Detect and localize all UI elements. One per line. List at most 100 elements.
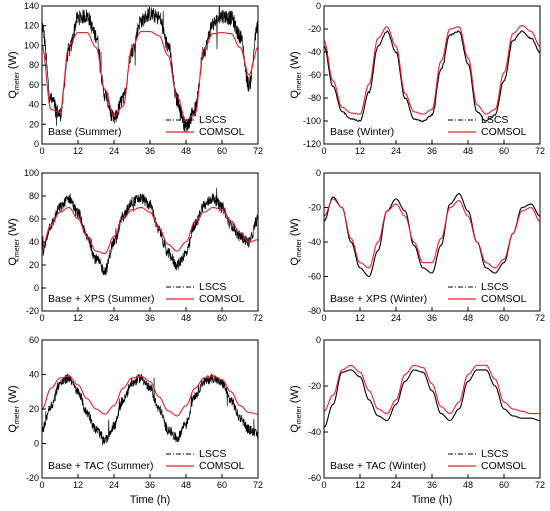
x-tick-label: 36 <box>145 313 155 323</box>
series-lscs-line <box>42 187 258 276</box>
legend-comsol-label: COMSOL <box>481 126 527 138</box>
y-tick-label: 0 <box>316 1 321 11</box>
legend-comsol-label: COMSOL <box>481 293 527 305</box>
x-tick-label: 60 <box>217 480 227 490</box>
y-tick-label: 60 <box>29 214 39 224</box>
y-tick-label: 0 <box>316 168 321 178</box>
y-tick-label: -20 <box>308 203 321 213</box>
legend-comsol-label: COMSOL <box>199 126 245 138</box>
x-tick-label: 12 <box>73 313 83 323</box>
x-tick-label: 36 <box>427 313 437 323</box>
y-tick-label: 0 <box>316 335 321 345</box>
x-tick-label: 60 <box>499 146 509 156</box>
series-comsol-line <box>324 25 540 115</box>
y-tick-label: 20 <box>29 119 39 129</box>
panel-caption: Base + TAC (Winter) <box>330 460 426 472</box>
x-tick-label: 60 <box>499 313 509 323</box>
y-tick-label: -80 <box>308 93 321 103</box>
x-tick-label: 48 <box>463 313 473 323</box>
y-tick-label: 140 <box>24 1 39 11</box>
series-comsol-line <box>42 206 258 255</box>
legend-comsol-label: COMSOL <box>199 293 245 305</box>
panel-caption: Base + XPS (Summer) <box>48 293 155 305</box>
x-tick-label: 60 <box>499 480 509 490</box>
y-tick-label: 40 <box>29 370 39 380</box>
y-tick-label: -40 <box>308 427 321 437</box>
y-tick-label: 120 <box>24 21 39 31</box>
y-tick-label: -60 <box>308 70 321 80</box>
x-tick-label: 48 <box>181 313 191 323</box>
legend-comsol-label: COMSOL <box>199 460 245 472</box>
x-tick-label: 60 <box>217 146 227 156</box>
x-tick-label: 72 <box>535 146 545 156</box>
legend-lscs-label: LSCS <box>199 114 226 126</box>
x-tick-label: 12 <box>355 313 365 323</box>
y-tick-label: 20 <box>29 404 39 414</box>
x-tick-label: 12 <box>73 146 83 156</box>
x-tick-label: 48 <box>181 480 191 490</box>
y-axis-label: Qmeter (W) <box>289 218 303 265</box>
x-tick-label: 60 <box>217 313 227 323</box>
x-tick-label: 0 <box>321 480 326 490</box>
y-tick-label: 0 <box>34 139 39 149</box>
series-comsol-line <box>324 364 540 415</box>
y-tick-label: -20 <box>308 24 321 34</box>
y-tick-label: 60 <box>29 335 39 345</box>
panel-2: -120 -100 -80 -60 -40 -20 0 0 12 24 36 48 60 72 Qmeter… <box>289 1 545 156</box>
legend-lscs-label: LSCS <box>199 281 226 293</box>
y-axis-label: Qmeter (W) <box>7 218 21 265</box>
y-tick-label: 100 <box>24 168 39 178</box>
x-tick-label: 24 <box>109 313 119 323</box>
x-tick-label: 48 <box>463 146 473 156</box>
x-tick-label: 0 <box>321 146 326 156</box>
y-tick-label: 100 <box>24 40 39 50</box>
x-tick-label: 24 <box>109 480 119 490</box>
x-tick-label: 24 <box>391 480 401 490</box>
y-tick-label: 40 <box>29 100 39 110</box>
x-tick-label: 12 <box>355 146 365 156</box>
y-tick-label: -60 <box>308 272 321 282</box>
series-comsol-line <box>42 31 258 121</box>
x-tick-label: 36 <box>145 146 155 156</box>
panel-1: 0 20 40 60 80 100 120 140 0 12 24 36 48 60 72 Qmeter (W… <box>7 1 263 156</box>
x-tick-label: 24 <box>391 146 401 156</box>
panel-caption: Base (Summer) <box>48 126 122 138</box>
y-tick-label: 60 <box>29 80 39 90</box>
x-tick-label: 48 <box>181 146 191 156</box>
x-tick-label: 0 <box>39 480 44 490</box>
panel-caption: Base (Winter) <box>330 126 394 138</box>
y-tick-label: -40 <box>308 47 321 57</box>
y-tick-label: 20 <box>29 260 39 270</box>
x-tick-label: 36 <box>427 146 437 156</box>
panel-caption: Base + TAC (Summer) <box>48 460 154 472</box>
y-axis-label: Qmeter (W) <box>7 51 21 98</box>
panel-caption: Base + XPS (Winter) <box>330 293 427 305</box>
series-lscs-line <box>324 369 540 428</box>
y-axis-label: Qmeter (W) <box>289 51 303 98</box>
x-tick-label: 72 <box>253 480 263 490</box>
x-tick-label: 36 <box>145 480 155 490</box>
legend-lscs-label: LSCS <box>481 448 508 460</box>
panel-4: -80 -60 -40 -20 0 0 12 24 36 48 60 72 Qmeter (W) Base… <box>289 168 545 323</box>
legend-lscs-label: LSCS <box>481 114 508 126</box>
x-tick-label: 12 <box>355 480 365 490</box>
x-tick-label: 12 <box>73 480 83 490</box>
x-tick-label: 0 <box>39 146 44 156</box>
y-axis-label: Qmeter (W) <box>289 385 303 432</box>
legend-comsol-label: COMSOL <box>481 460 527 472</box>
series-lscs-line <box>324 30 540 123</box>
y-tick-label: -20 <box>308 381 321 391</box>
y-tick-label: -40 <box>308 237 321 247</box>
y-tick-label: 80 <box>29 191 39 201</box>
y-tick-label: -20 <box>26 306 39 316</box>
panel-6: -60 -40 -20 0 0 12 24 36 48 60 72 Qmeter (W) Base + … <box>289 335 545 506</box>
y-tick-label: 80 <box>29 60 39 70</box>
legend-lscs-label: LSCS <box>481 281 508 293</box>
y-tick-label: -20 <box>26 473 39 483</box>
x-tick-label: 36 <box>427 480 437 490</box>
x-tick-label: 24 <box>391 313 401 323</box>
series-comsol-line <box>324 198 540 269</box>
y-tick-label: 0 <box>34 439 39 449</box>
y-tick-label: 0 <box>34 283 39 293</box>
